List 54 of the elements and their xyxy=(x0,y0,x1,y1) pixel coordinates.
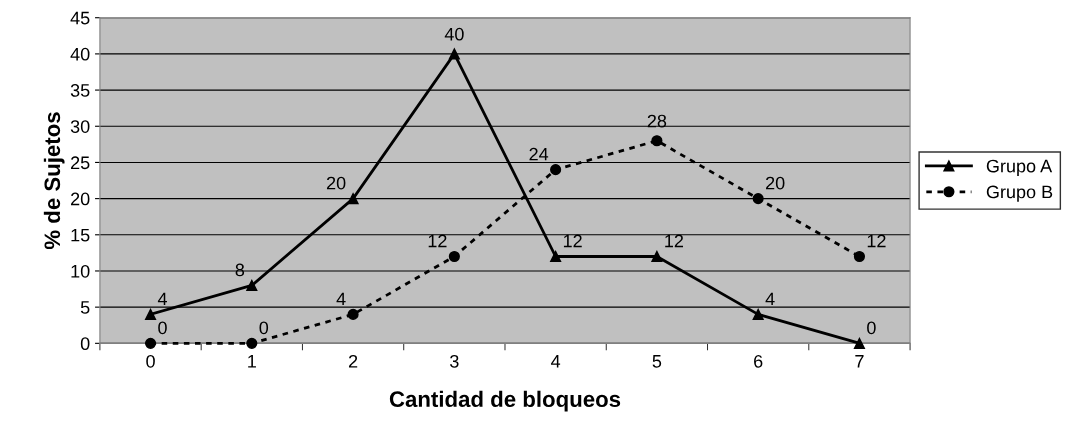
x-tick-label: 6 xyxy=(754,354,763,368)
y-tick-label: 0 xyxy=(80,337,90,351)
point xyxy=(144,308,157,320)
point xyxy=(651,135,663,147)
point xyxy=(651,250,663,263)
data-label: 24 xyxy=(529,147,549,161)
point xyxy=(347,308,359,320)
data-label: 4 xyxy=(765,292,775,306)
x-axis-title: Cantidad de bloqueos xyxy=(389,390,621,412)
point xyxy=(853,337,865,349)
data-label: 12 xyxy=(867,234,886,248)
y-tick-label: 25 xyxy=(71,156,90,170)
point xyxy=(246,279,258,291)
x-tick-label: 3 xyxy=(450,354,459,368)
point xyxy=(448,48,460,60)
data-label: 0 xyxy=(259,321,269,335)
point xyxy=(550,164,562,176)
data-label: 0 xyxy=(158,321,167,335)
data-label: 4 xyxy=(157,292,167,306)
point xyxy=(853,250,865,263)
x-tick-label: 5 xyxy=(652,355,662,368)
point xyxy=(448,250,460,263)
data-label: 8 xyxy=(235,263,245,277)
y-tick-label: 35 xyxy=(70,84,90,97)
point xyxy=(752,308,764,320)
data-label: 12 xyxy=(563,234,582,248)
point xyxy=(144,337,157,349)
x-tick-label: 0 xyxy=(146,354,155,368)
data-label: 40 xyxy=(444,27,464,41)
point xyxy=(246,337,258,349)
y-tick-label: 5 xyxy=(80,301,90,314)
data-label: 4 xyxy=(336,292,346,306)
y-axis-title: % de Sujetos xyxy=(43,112,65,250)
legend-label: Grupo B xyxy=(986,185,1053,202)
legend-label: Grupo A xyxy=(986,159,1053,177)
data-label: 20 xyxy=(766,176,785,190)
data-label: 12 xyxy=(665,234,684,248)
point xyxy=(347,193,359,205)
x-tick-label: 4 xyxy=(551,355,561,368)
point xyxy=(752,193,764,205)
point xyxy=(550,250,562,263)
x-tick-label: 7 xyxy=(855,355,864,368)
y-tick-label: 15 xyxy=(71,228,90,242)
data-label: 20 xyxy=(326,176,346,190)
y-tick-label: 10 xyxy=(71,264,90,278)
y-tick-label: 30 xyxy=(70,120,90,133)
y-tick-label: 45 xyxy=(70,11,90,25)
x-tick-label: 1 xyxy=(248,355,256,368)
data-label: 12 xyxy=(428,234,447,248)
x-tick-label: 2 xyxy=(348,354,358,368)
y-tick-label: 40 xyxy=(70,47,90,61)
y-tick-label: 20 xyxy=(71,192,90,206)
data-label: 28 xyxy=(647,114,667,128)
data-label: 0 xyxy=(867,321,876,335)
